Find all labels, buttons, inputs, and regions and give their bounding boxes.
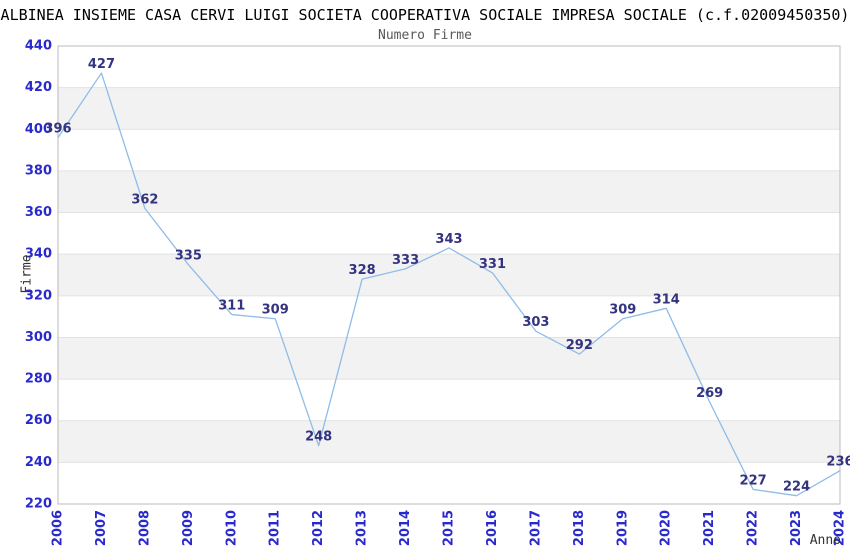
y-tick-label: 320	[25, 288, 52, 303]
x-tick-label: 2016	[485, 510, 500, 546]
plot-band	[58, 46, 840, 88]
x-tick-label: 2023	[789, 510, 804, 546]
data-label: 396	[44, 122, 71, 137]
x-tick-label: 2009	[181, 510, 196, 546]
data-label: 309	[262, 303, 289, 318]
x-tick-label: 2015	[442, 510, 457, 546]
x-tick-label: 2011	[268, 510, 283, 546]
x-tick-label: 2017	[528, 510, 543, 546]
plot-band	[58, 129, 840, 171]
x-tick-label: 2019	[615, 510, 630, 546]
chart-title: ALBINEA INSIEME CASA CERVI LUIGI SOCIETA…	[0, 6, 850, 24]
y-tick-label: 220	[25, 497, 52, 512]
chart-subtitle: Numero Firme	[378, 28, 472, 43]
x-tick-label: 2022	[746, 510, 761, 546]
y-tick-label: 240	[25, 455, 52, 470]
y-tick-label: 280	[25, 372, 52, 387]
y-tick-label: 300	[25, 330, 52, 345]
x-tick-label: 2010	[224, 510, 239, 546]
x-tick-label: 2024	[833, 510, 848, 546]
x-axis-title: Anno	[810, 533, 841, 548]
data-label: 227	[740, 473, 767, 488]
x-tick-label: 2008	[137, 510, 152, 546]
data-label: 309	[609, 303, 636, 318]
data-label: 292	[566, 338, 593, 353]
x-tick-label: 2020	[659, 510, 674, 546]
data-label: 236	[826, 455, 850, 470]
data-label: 362	[131, 192, 158, 207]
y-tick-label: 440	[25, 39, 52, 54]
x-tick-label: 2021	[702, 510, 717, 546]
x-tick-label: 2013	[355, 510, 370, 546]
plot-band	[58, 212, 840, 255]
y-tick-label: 380	[25, 163, 52, 178]
y-axis-title: Firme	[20, 254, 35, 293]
x-tick-label: 2007	[94, 510, 109, 546]
plot-border	[57, 45, 841, 505]
plot-band	[58, 170, 840, 213]
data-label: 269	[696, 386, 723, 401]
data-label: 343	[435, 232, 462, 247]
series-line	[57, 72, 841, 497]
data-label: 314	[653, 292, 680, 307]
y-tick-label: 420	[25, 80, 52, 95]
data-label: 331	[479, 257, 506, 272]
plot-band	[58, 379, 840, 421]
plot-band	[58, 295, 840, 338]
data-label: 248	[305, 430, 332, 445]
data-label: 333	[392, 253, 419, 268]
plot-band	[58, 254, 840, 296]
data-label: 311	[218, 299, 245, 314]
plot-band	[58, 337, 840, 380]
x-tick-label: 2006	[51, 510, 66, 546]
y-tick-label: 400	[25, 122, 52, 137]
plot-band	[58, 462, 840, 504]
data-label: 328	[349, 263, 376, 278]
x-tick-label: 2012	[311, 510, 326, 546]
y-tick-label: 260	[25, 413, 52, 428]
plot-band	[58, 87, 840, 130]
x-tick-label: 2014	[398, 510, 413, 546]
x-tick-label: 2018	[572, 510, 587, 546]
plot-band	[58, 420, 840, 463]
y-tick-label: 360	[25, 205, 52, 220]
y-tick-label: 340	[25, 247, 52, 262]
data-label: 224	[783, 480, 810, 495]
data-label: 427	[88, 57, 115, 72]
data-label: 303	[522, 315, 549, 330]
data-label: 335	[175, 249, 202, 264]
